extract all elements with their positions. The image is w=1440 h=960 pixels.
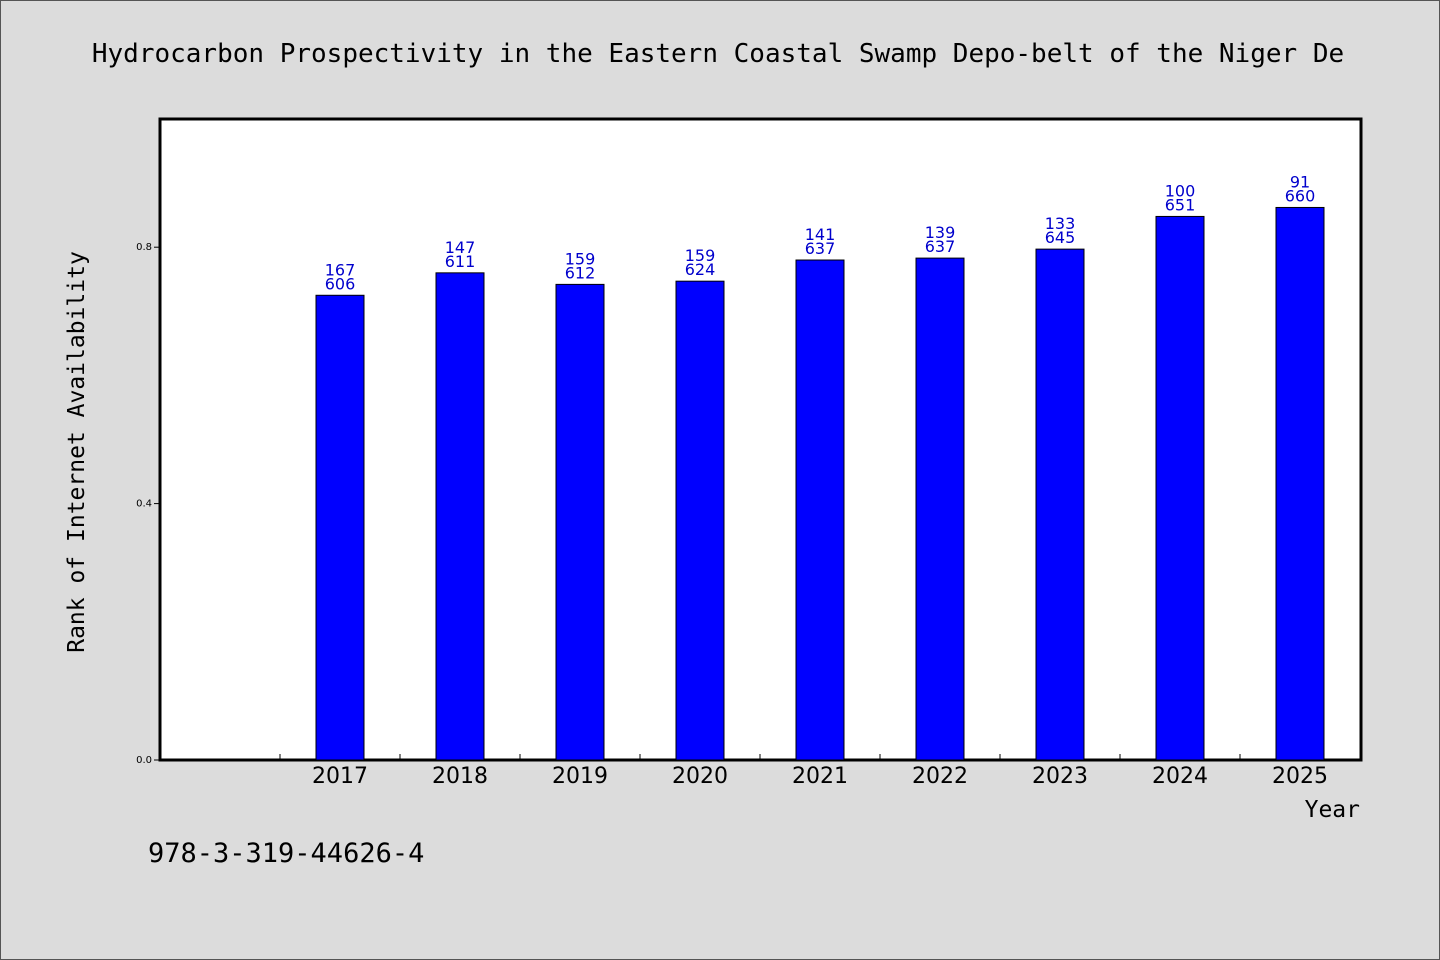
bar-label-bottom: 611 bbox=[445, 252, 476, 271]
y-tick-label: 0.0 bbox=[136, 755, 152, 766]
bar-label-top: 141 bbox=[805, 225, 836, 244]
y-axis: 0.0 0.4 0.8 bbox=[136, 242, 160, 766]
bar-label-top: 91 bbox=[1290, 172, 1310, 191]
bar-label-bottom: 606 bbox=[325, 274, 356, 293]
y-tick-label: 0.8 bbox=[136, 242, 152, 253]
bar-2025 bbox=[1275, 206, 1325, 761]
bar-label-top: 139 bbox=[925, 223, 956, 242]
isbn-footer: 978-3-319-44626-4 bbox=[148, 838, 424, 869]
x-tick-label: 2022 bbox=[912, 764, 968, 789]
x-tick-label: 2017 bbox=[312, 764, 368, 789]
bar-label-top: 133 bbox=[1045, 214, 1076, 233]
bar-label-bottom: 637 bbox=[925, 237, 956, 256]
y-tick-label: 0.4 bbox=[136, 499, 152, 510]
x-tick-label: 2018 bbox=[432, 764, 488, 789]
x-axis: 2017 2018 2019 2020 2021 2022 2023 2024 2025 bbox=[279, 754, 1361, 789]
x-tick-label: 2023 bbox=[1032, 764, 1088, 789]
bar-label-bottom: 612 bbox=[565, 263, 596, 282]
bar-label-bottom: 637 bbox=[805, 239, 836, 258]
bar-label-top: 159 bbox=[685, 246, 716, 265]
chart-title: Hydrocarbon Prospectivity in the Eastern… bbox=[92, 39, 1344, 69]
y-axis-label: Rank of Internet Availability bbox=[64, 251, 90, 653]
bars-group bbox=[315, 206, 1325, 761]
x-tick-label: 2020 bbox=[672, 764, 728, 789]
x-tick-label: 2019 bbox=[552, 764, 608, 789]
bar-2022 bbox=[915, 257, 965, 761]
bar-label-top: 100 bbox=[1165, 181, 1196, 200]
bar-label-top: 159 bbox=[565, 249, 596, 268]
bar-2023 bbox=[1035, 248, 1085, 761]
x-tick-label: 2024 bbox=[1152, 764, 1208, 789]
bar-2017 bbox=[315, 294, 365, 761]
x-tick-label: 2021 bbox=[792, 764, 848, 789]
bar-label-top: 167 bbox=[325, 260, 356, 279]
bar-label-top: 147 bbox=[445, 238, 476, 257]
bar-label-bottom: 660 bbox=[1285, 186, 1316, 205]
bar-2020 bbox=[675, 280, 725, 761]
x-tick-label: 2025 bbox=[1272, 764, 1328, 789]
x-axis-label: Year bbox=[1305, 797, 1360, 823]
bar-label-bottom: 645 bbox=[1045, 228, 1076, 247]
bar-2018 bbox=[435, 272, 485, 761]
bar-2019 bbox=[555, 283, 605, 761]
bar-2024 bbox=[1155, 215, 1205, 761]
bar-label-bottom: 624 bbox=[685, 260, 716, 279]
bar-2021 bbox=[795, 259, 845, 761]
bar-label-bottom: 651 bbox=[1165, 195, 1196, 214]
